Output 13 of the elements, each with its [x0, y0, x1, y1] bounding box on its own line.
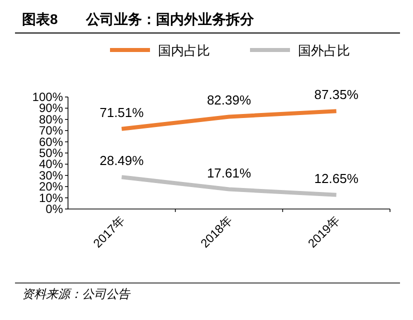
- data-label: 17.61%: [206, 165, 252, 180]
- y-tick-label: 50%: [38, 146, 64, 160]
- data-label: 82.39%: [206, 92, 252, 108]
- legend-label: 国外占比: [298, 43, 350, 58]
- legend-label: 国内占比: [158, 43, 210, 58]
- y-tick-label: 100%: [32, 90, 64, 104]
- text: 资料来源：公司公告: [22, 287, 131, 301]
- data-label: 12.65%: [314, 170, 359, 186]
- data-label: 71.51%: [100, 104, 144, 120]
- data-label: 28.49%: [100, 153, 144, 168]
- y-tick-label: 0%: [46, 202, 64, 216]
- data-label: 87.35%: [314, 87, 359, 102]
- chart-title: 图表8 公司业务：国内外业务拆分: [22, 11, 255, 27]
